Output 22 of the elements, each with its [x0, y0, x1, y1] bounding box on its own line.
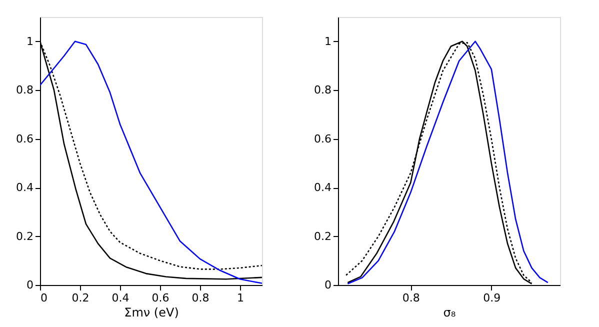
- x-tick-label: 0.8: [402, 292, 420, 304]
- y-tick-label: 1: [324, 34, 332, 48]
- y-tick-label: 0.2: [16, 230, 34, 243]
- x-axis-title: σ₈: [443, 306, 456, 320]
- x-tick-label: 0.8: [192, 292, 210, 304]
- y-tick-label: 1: [26, 34, 34, 48]
- y-tick-label: 0: [324, 278, 332, 292]
- x-tick-label: 0: [40, 292, 48, 304]
- y-tick-label: 0.2: [314, 230, 332, 243]
- x-tick-label: 0.6: [152, 292, 170, 304]
- x-tick-label: 1: [237, 292, 244, 304]
- y-tick-label: 0.8: [16, 84, 34, 97]
- y-tick-label: 0: [26, 278, 34, 292]
- y-tick-label: 0.6: [16, 132, 34, 146]
- y-tick-label: 0.4: [16, 181, 34, 194]
- y-tick-label: 0.6: [314, 132, 332, 146]
- x-tick-label: 0.4: [112, 292, 130, 304]
- y-tick-label: 0.8: [314, 84, 332, 97]
- x-axis-title: Σmν (eV): [124, 306, 179, 320]
- x-tick-label: 0.2: [72, 292, 90, 304]
- y-tick-label: 0.4: [314, 181, 332, 194]
- x-tick-label: 0.9: [483, 292, 501, 304]
